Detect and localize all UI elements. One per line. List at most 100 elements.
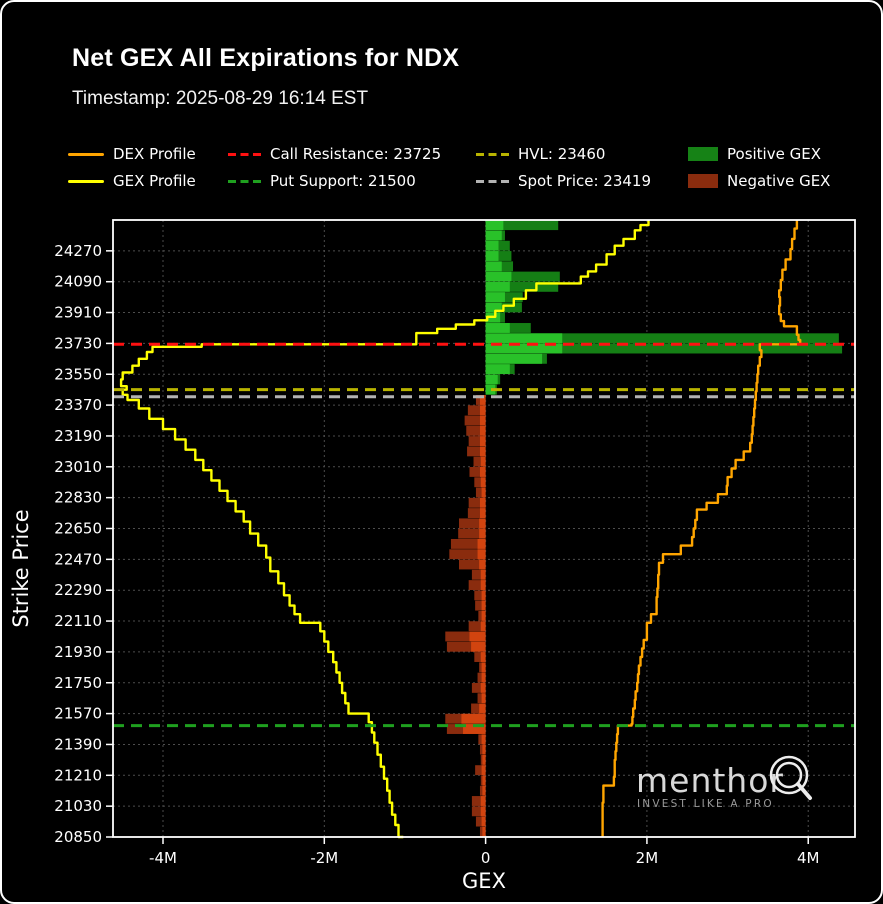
axes: 24270 24090 23910 23730 23550 23370 23190 23010…: [9, 242, 819, 893]
gex-bar-highlight: [485, 251, 499, 261]
y-tick-label: 22290: [54, 581, 102, 599]
gex-bar-highlight: [481, 590, 486, 601]
call-resistance-dash-swatch-icon: [228, 152, 261, 156]
net-gex-bars: [445, 220, 843, 837]
y-tick-label: 21210: [54, 766, 102, 784]
legend-label: DEX Profile: [113, 145, 196, 163]
gex-bar-highlight: [479, 528, 486, 539]
gex-bar-highlight: [463, 724, 486, 734]
negative-gex-bar: [450, 538, 486, 549]
gex-bar-highlight: [477, 538, 486, 549]
negative-gex-bar: [466, 425, 486, 436]
negative-gex-bar: [474, 652, 486, 662]
gex-bar-highlight: [482, 775, 486, 786]
q-logo-icon: [769, 755, 809, 795]
gex-bar-highlight: [485, 281, 510, 292]
y-tick-label: 23370: [54, 396, 102, 414]
legend-label: Positive GEX: [727, 145, 821, 163]
gex-bar-highlight: [479, 395, 486, 405]
gex-bar-highlight: [485, 271, 512, 282]
negative-gex-bar: [471, 569, 486, 580]
gex-bar-highlight: [485, 302, 502, 313]
negative-gex-bar: [458, 559, 486, 570]
legend-item-hvl: HVL: 23460: [476, 144, 688, 164]
negative-gex-bar: [468, 621, 486, 632]
gex-bar-highlight: [485, 343, 563, 354]
dex-line-swatch-icon: [68, 152, 104, 156]
legend-label: Call Resistance: 23725: [270, 145, 442, 163]
gex-bar-highlight: [480, 456, 486, 467]
legend-item-positive-gex: Positive GEX: [688, 144, 830, 164]
y-tick-label: 23010: [54, 458, 102, 476]
y-tick-label: 22650: [54, 520, 102, 538]
legend-label: Put Support: 21500: [270, 172, 416, 190]
gex-bar-highlight: [480, 796, 486, 806]
negative-gex-bar: [467, 405, 486, 416]
y-tick-label: 23190: [54, 427, 102, 445]
gex-bar-highlight: [481, 662, 486, 673]
negative-gex-bar: [475, 600, 486, 611]
y-tick-label: 22470: [54, 550, 102, 568]
negative-gex-bar: [458, 518, 486, 529]
gex-bar-highlight: [485, 261, 502, 272]
watermark-brand: menthor: [636, 761, 784, 800]
y-tick-label: 23550: [54, 365, 102, 383]
negative-gex-bar: [471, 682, 486, 693]
legend-item-dex-profile: DEX Profile: [68, 144, 228, 164]
gex-bar-highlight: [485, 230, 502, 241]
y-tick-label: 21390: [54, 735, 102, 753]
spot-price-dash-swatch-icon: [476, 179, 509, 183]
negative-gex-bar: [473, 456, 486, 467]
gex-bar-highlight: [481, 765, 486, 776]
legend-label: HVL: 23460: [518, 145, 606, 163]
gex-bar-highlight: [485, 353, 543, 364]
negative-gex-bar: [471, 703, 486, 714]
gex-bar-highlight: [485, 323, 510, 333]
timestamp: Timestamp: 2025-08-29 16:14 EST: [72, 88, 369, 109]
gex-bar-highlight: [482, 744, 486, 755]
gex-profile-line: [119, 220, 650, 839]
gex-bar-highlight: [482, 826, 486, 837]
gex-bar-highlight: [479, 703, 486, 714]
negative-gex-bar: [469, 467, 486, 477]
gex-bar-highlight: [480, 477, 486, 488]
negative-gex-bar: [464, 415, 486, 426]
x-tick-label: -4M: [149, 849, 177, 867]
gex-bar-highlight: [481, 734, 486, 745]
gex-bar-highlight: [477, 549, 486, 560]
negative-gex-bar: [449, 549, 486, 560]
x-tick-label: 0: [481, 849, 491, 867]
dex-profile-line: [601, 220, 802, 837]
legend-item-put-support: Put Support: 21500: [228, 171, 476, 191]
gridlines: [113, 220, 855, 838]
positive-gex-bar: [485, 281, 559, 292]
gex-bar-highlight: [485, 220, 504, 231]
y-axis-label: Strike Price: [9, 509, 33, 627]
gex-bar-highlight: [481, 672, 486, 683]
y-tick-label: 21930: [54, 643, 102, 661]
negative-gex-bar: [475, 487, 486, 498]
gex-bar-highlight: [479, 415, 486, 426]
legend-label: GEX Profile: [113, 172, 196, 190]
gex-bar-highlight: [485, 384, 496, 395]
negative-gex-bar: [467, 446, 486, 457]
positive-gex-bar: [485, 333, 839, 344]
gex-bar-highlight: [479, 518, 486, 529]
negative-gex-bar: [468, 580, 486, 590]
legend-item-negative-gex: Negative GEX: [688, 171, 830, 191]
positive-gex-swatch-icon: [688, 147, 718, 161]
x-tick-label: 2M: [636, 849, 659, 867]
negative-gex-bar: [446, 641, 486, 652]
gex-bar-highlight: [481, 487, 486, 498]
negative-gex-bar: [458, 528, 486, 539]
y-tick-label: 24270: [54, 242, 102, 260]
gex-bar-highlight: [481, 600, 486, 611]
watermark-tagline: INVEST LIKE A PRO: [637, 798, 774, 810]
y-tick-label: 21030: [54, 797, 102, 815]
y-tick-label: 20850: [54, 828, 102, 846]
y-tick-label: 21750: [54, 674, 102, 692]
put-support-dash-swatch-icon: [228, 179, 261, 183]
gex-bar-highlight: [485, 292, 505, 303]
negative-gex-bar: [468, 497, 486, 508]
